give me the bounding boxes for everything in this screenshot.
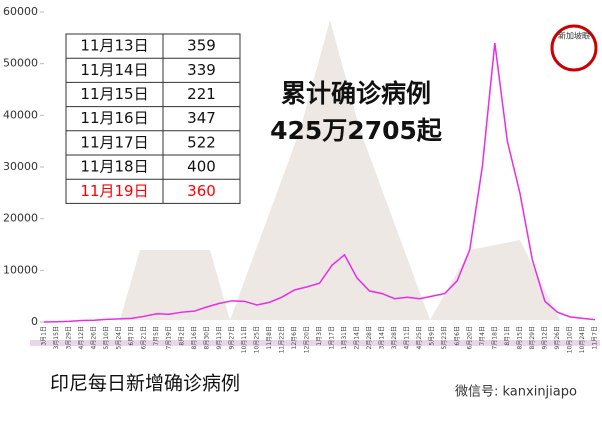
table-date: 11月19日 [80, 182, 148, 200]
y-tick-label: 10000 [3, 263, 38, 276]
x-tick-label: 11月7日 [592, 326, 599, 349]
table-date: 11月18日 [80, 158, 148, 176]
annotation: 累计确诊病例 [281, 79, 431, 108]
x-tick-label: 6月7日 [128, 326, 135, 346]
y-tick-label: 60000 [3, 5, 38, 18]
table-date: 11月16日 [80, 109, 148, 127]
x-tick-label: 9月13日 [216, 326, 223, 349]
x-tick-label: 6月20日 [466, 326, 473, 349]
logo-circle [550, 24, 598, 72]
x-tick-label: 2月14日 [354, 326, 361, 349]
background-decoration [30, 20, 600, 346]
table-date: 11月14日 [80, 61, 148, 79]
x-tick-label: 5月9日 [429, 326, 436, 346]
x-tick-label: 8月2日 [178, 326, 185, 346]
y-tick-label: 20000 [3, 212, 38, 225]
x-tick-label: 10月24日 [579, 326, 586, 353]
y-tick-label: 30000 [3, 160, 38, 173]
x-tick-label: 11月22日 [278, 326, 285, 353]
x-tick-label: 10月25日 [253, 326, 260, 353]
x-tick-label: 1月17日 [329, 326, 336, 349]
x-tick-label: 9月27日 [228, 326, 235, 349]
y-tick-label: 40000 [3, 108, 38, 121]
x-tick-label: 5月23日 [441, 326, 448, 349]
x-tick-label: 10月11日 [241, 326, 248, 353]
chart-title: 印尼每日新增确诊病例 [50, 373, 240, 395]
table-date: 11月13日 [80, 37, 148, 55]
table-value: 360 [187, 182, 216, 200]
x-tick-label: 3月15日 [53, 326, 60, 349]
x-tick-label: 3月1日 [41, 326, 48, 346]
x-tick-label: 7月4日 [479, 326, 486, 346]
x-tick-label: 9月12日 [541, 326, 548, 349]
table-value: 347 [187, 109, 216, 127]
x-tick-label: 4月25日 [416, 326, 423, 349]
table-value: 221 [187, 85, 216, 103]
x-tick-label: 3月28日 [391, 326, 398, 349]
x-tick-label: 1月3日 [316, 326, 323, 346]
table-value: 400 [187, 158, 216, 176]
x-tick-label: 8月15日 [516, 326, 523, 349]
table-value: 522 [187, 133, 216, 151]
table-date: 11月17日 [80, 133, 148, 151]
x-tick-label: 8月16日 [191, 326, 198, 349]
table: 11月13日 359 11月14日 339 11月15日 221 11月16日 347 11月1… [65, 33, 241, 204]
table-date: 11月15日 [80, 85, 148, 103]
y-tick-label: 50000 [3, 57, 38, 70]
logo-text: 新加坡眼 [558, 31, 590, 41]
annotation: 425万2705起 [270, 116, 443, 145]
x-tick-label: 8月1日 [504, 326, 511, 346]
x-tick-label: 12月20日 [303, 326, 310, 353]
y-tick-label: 0 [31, 315, 38, 328]
x-tick-label: 3月14日 [379, 326, 386, 349]
table-background [65, 33, 241, 204]
x-tick-label: 5月10日 [103, 326, 110, 349]
x-tick-label: 6月21日 [141, 326, 148, 349]
x-tick-label: 4月26日 [91, 326, 98, 349]
x-tick-label: 4月11日 [404, 326, 411, 349]
x-tick-label: 5月24日 [116, 326, 123, 349]
x-tick-label: 9月26日 [554, 326, 561, 349]
x-tick-label: 3月29日 [66, 326, 73, 349]
table-value: 359 [187, 37, 216, 55]
x-tick-label: 12月6日 [291, 326, 298, 349]
table-value: 339 [187, 61, 216, 79]
x-tick-label: 7月19日 [166, 326, 173, 349]
x-tick-label: 8月29日 [529, 326, 536, 349]
x-tick-label: 7月18日 [491, 326, 498, 349]
line [43, 42, 596, 323]
x-tick-label: 10月10日 [566, 326, 573, 353]
x-tick-label: 11月8日 [266, 326, 273, 349]
x-tick-label: 2月28日 [366, 326, 373, 349]
x-tick-label: 6月6日 [454, 326, 461, 346]
x-tick-label: 4月12日 [78, 326, 85, 349]
watermark: 微信号: kanxinjiapo [455, 385, 577, 400]
x-tick-label: 1月31日 [341, 326, 348, 349]
x-tick-label: 7月5日 [153, 326, 160, 346]
x-tick-label: 8月30日 [203, 326, 210, 349]
